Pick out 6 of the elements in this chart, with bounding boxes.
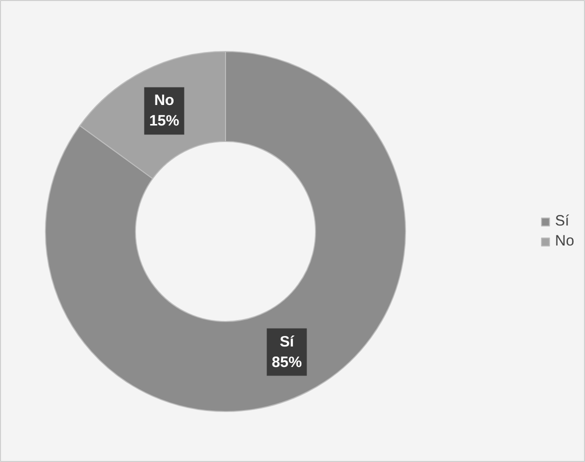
data-label: 15% <box>149 112 180 130</box>
legend-label: Sí <box>555 212 570 230</box>
legend-label: No <box>555 232 575 250</box>
slice-label: No <box>154 92 174 110</box>
data-label: 85% <box>272 354 302 371</box>
slice-label: Sí <box>280 333 295 350</box>
